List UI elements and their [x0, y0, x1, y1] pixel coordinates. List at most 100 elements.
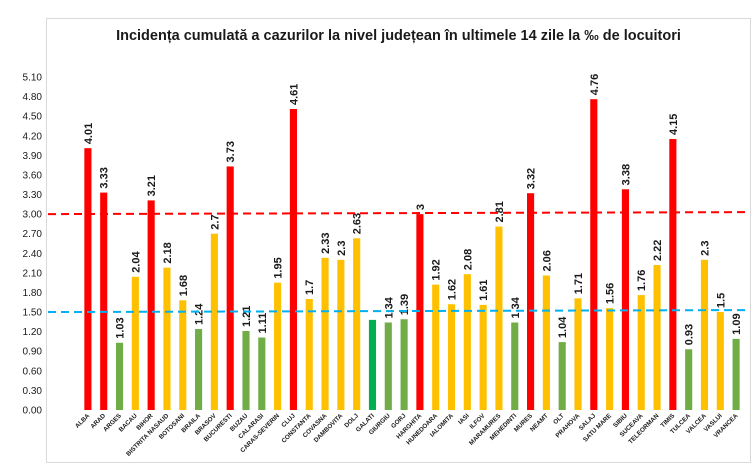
data-label: 4.15 — [668, 114, 680, 135]
bar — [226, 166, 234, 410]
y-tick-label: 0.30 — [23, 386, 43, 397]
bar — [732, 338, 740, 410]
data-label: 3 — [415, 204, 427, 210]
data-label: 4.61 — [288, 84, 300, 105]
bar — [574, 298, 582, 410]
y-tick-label: 2.10 — [23, 268, 43, 279]
bar — [432, 284, 440, 410]
bar — [400, 319, 408, 410]
category-label: BACAU — [118, 412, 139, 433]
data-label: 2.04 — [130, 251, 142, 273]
bar — [179, 300, 187, 410]
bar — [621, 189, 629, 410]
bar — [274, 282, 282, 410]
data-label: 2.81 — [494, 201, 506, 222]
bar — [337, 259, 345, 410]
y-tick-label: 0.60 — [23, 366, 43, 377]
bar — [637, 295, 645, 410]
data-label: 1.92 — [431, 259, 443, 280]
y-tick-label: 4.80 — [23, 92, 43, 103]
bar — [242, 330, 250, 410]
data-label: 2.18 — [162, 242, 174, 263]
bar — [305, 299, 313, 410]
data-label: 0.93 — [684, 324, 696, 345]
bar — [368, 319, 377, 410]
bar — [258, 337, 266, 410]
bar — [495, 226, 503, 410]
bar — [384, 322, 392, 410]
bar — [195, 329, 203, 410]
y-tick-label: 5.10 — [23, 73, 43, 84]
y-tick-label: 4.20 — [23, 131, 43, 142]
y-tick-label: 2.40 — [23, 249, 43, 260]
data-label: 3.33 — [99, 167, 111, 188]
bar — [416, 214, 424, 410]
bar — [447, 304, 456, 410]
bar — [289, 108, 297, 411]
data-label: 4.76 — [589, 74, 601, 95]
bar — [353, 238, 361, 410]
data-label: 1.09 — [731, 313, 743, 334]
y-tick-label: 0.90 — [23, 347, 43, 358]
y-tick-label: 3.30 — [23, 190, 43, 201]
data-label: 1.62 — [447, 279, 459, 300]
bar — [511, 322, 519, 410]
data-label: 2.7 — [209, 214, 221, 229]
data-label: 1.61 — [478, 279, 490, 300]
y-tick-label: 1.20 — [23, 327, 43, 338]
data-label: 3.32 — [526, 168, 538, 189]
y-tick-label: 3.00 — [23, 210, 43, 221]
data-label: 2.08 — [462, 249, 474, 270]
data-label: 1.5 — [715, 293, 727, 308]
bar — [716, 312, 724, 410]
data-label: 1.34 — [383, 296, 395, 318]
bar — [321, 257, 329, 410]
bar — [653, 265, 661, 410]
data-label: 1.34 — [510, 296, 522, 318]
data-label: 3.38 — [620, 164, 632, 185]
bar — [669, 139, 677, 410]
data-label: 1.11 — [257, 313, 269, 334]
bar — [479, 304, 487, 410]
y-tick-label: 2.70 — [23, 229, 43, 240]
data-label: 2.33 — [320, 232, 332, 253]
category-label: ALBA — [74, 412, 92, 430]
data-label: 4.01 — [83, 123, 95, 144]
bar — [463, 274, 471, 410]
data-label: 2.63 — [352, 213, 364, 234]
bar — [606, 308, 614, 410]
bar — [558, 342, 566, 410]
data-label: 3.73 — [225, 141, 237, 162]
bar — [542, 275, 550, 410]
bar — [163, 267, 171, 410]
data-label: 1.21 — [241, 306, 253, 327]
bar — [131, 276, 139, 410]
bar — [147, 200, 155, 410]
bar — [685, 349, 693, 410]
data-label: 1.56 — [605, 283, 617, 304]
bar — [590, 99, 598, 410]
y-tick-label: 1.80 — [23, 288, 43, 299]
data-label: 1.7 — [304, 280, 316, 295]
data-label: 1.04 — [557, 316, 569, 338]
category-label: NEAMT — [529, 412, 550, 433]
data-label: 2.3 — [336, 241, 348, 256]
data-label: 1.71 — [573, 273, 585, 294]
y-tick-label: 1.50 — [23, 308, 43, 319]
bar — [100, 192, 108, 410]
bar — [700, 259, 709, 410]
data-label: 1.68 — [178, 275, 190, 296]
bar — [84, 148, 92, 410]
bar — [210, 233, 218, 410]
y-tick-label: 3.90 — [23, 151, 43, 162]
data-label: 2.3 — [699, 241, 711, 256]
chart-title: Incidența cumulată a cazurilor la nivel … — [116, 28, 681, 44]
bar — [115, 342, 124, 410]
data-label: 2.22 — [652, 240, 664, 261]
data-label: 1.95 — [273, 257, 285, 278]
bar — [527, 193, 535, 410]
data-label: 3.21 — [146, 175, 158, 196]
y-tick-label: 4.50 — [23, 112, 43, 123]
data-label: 1.24 — [194, 303, 206, 325]
